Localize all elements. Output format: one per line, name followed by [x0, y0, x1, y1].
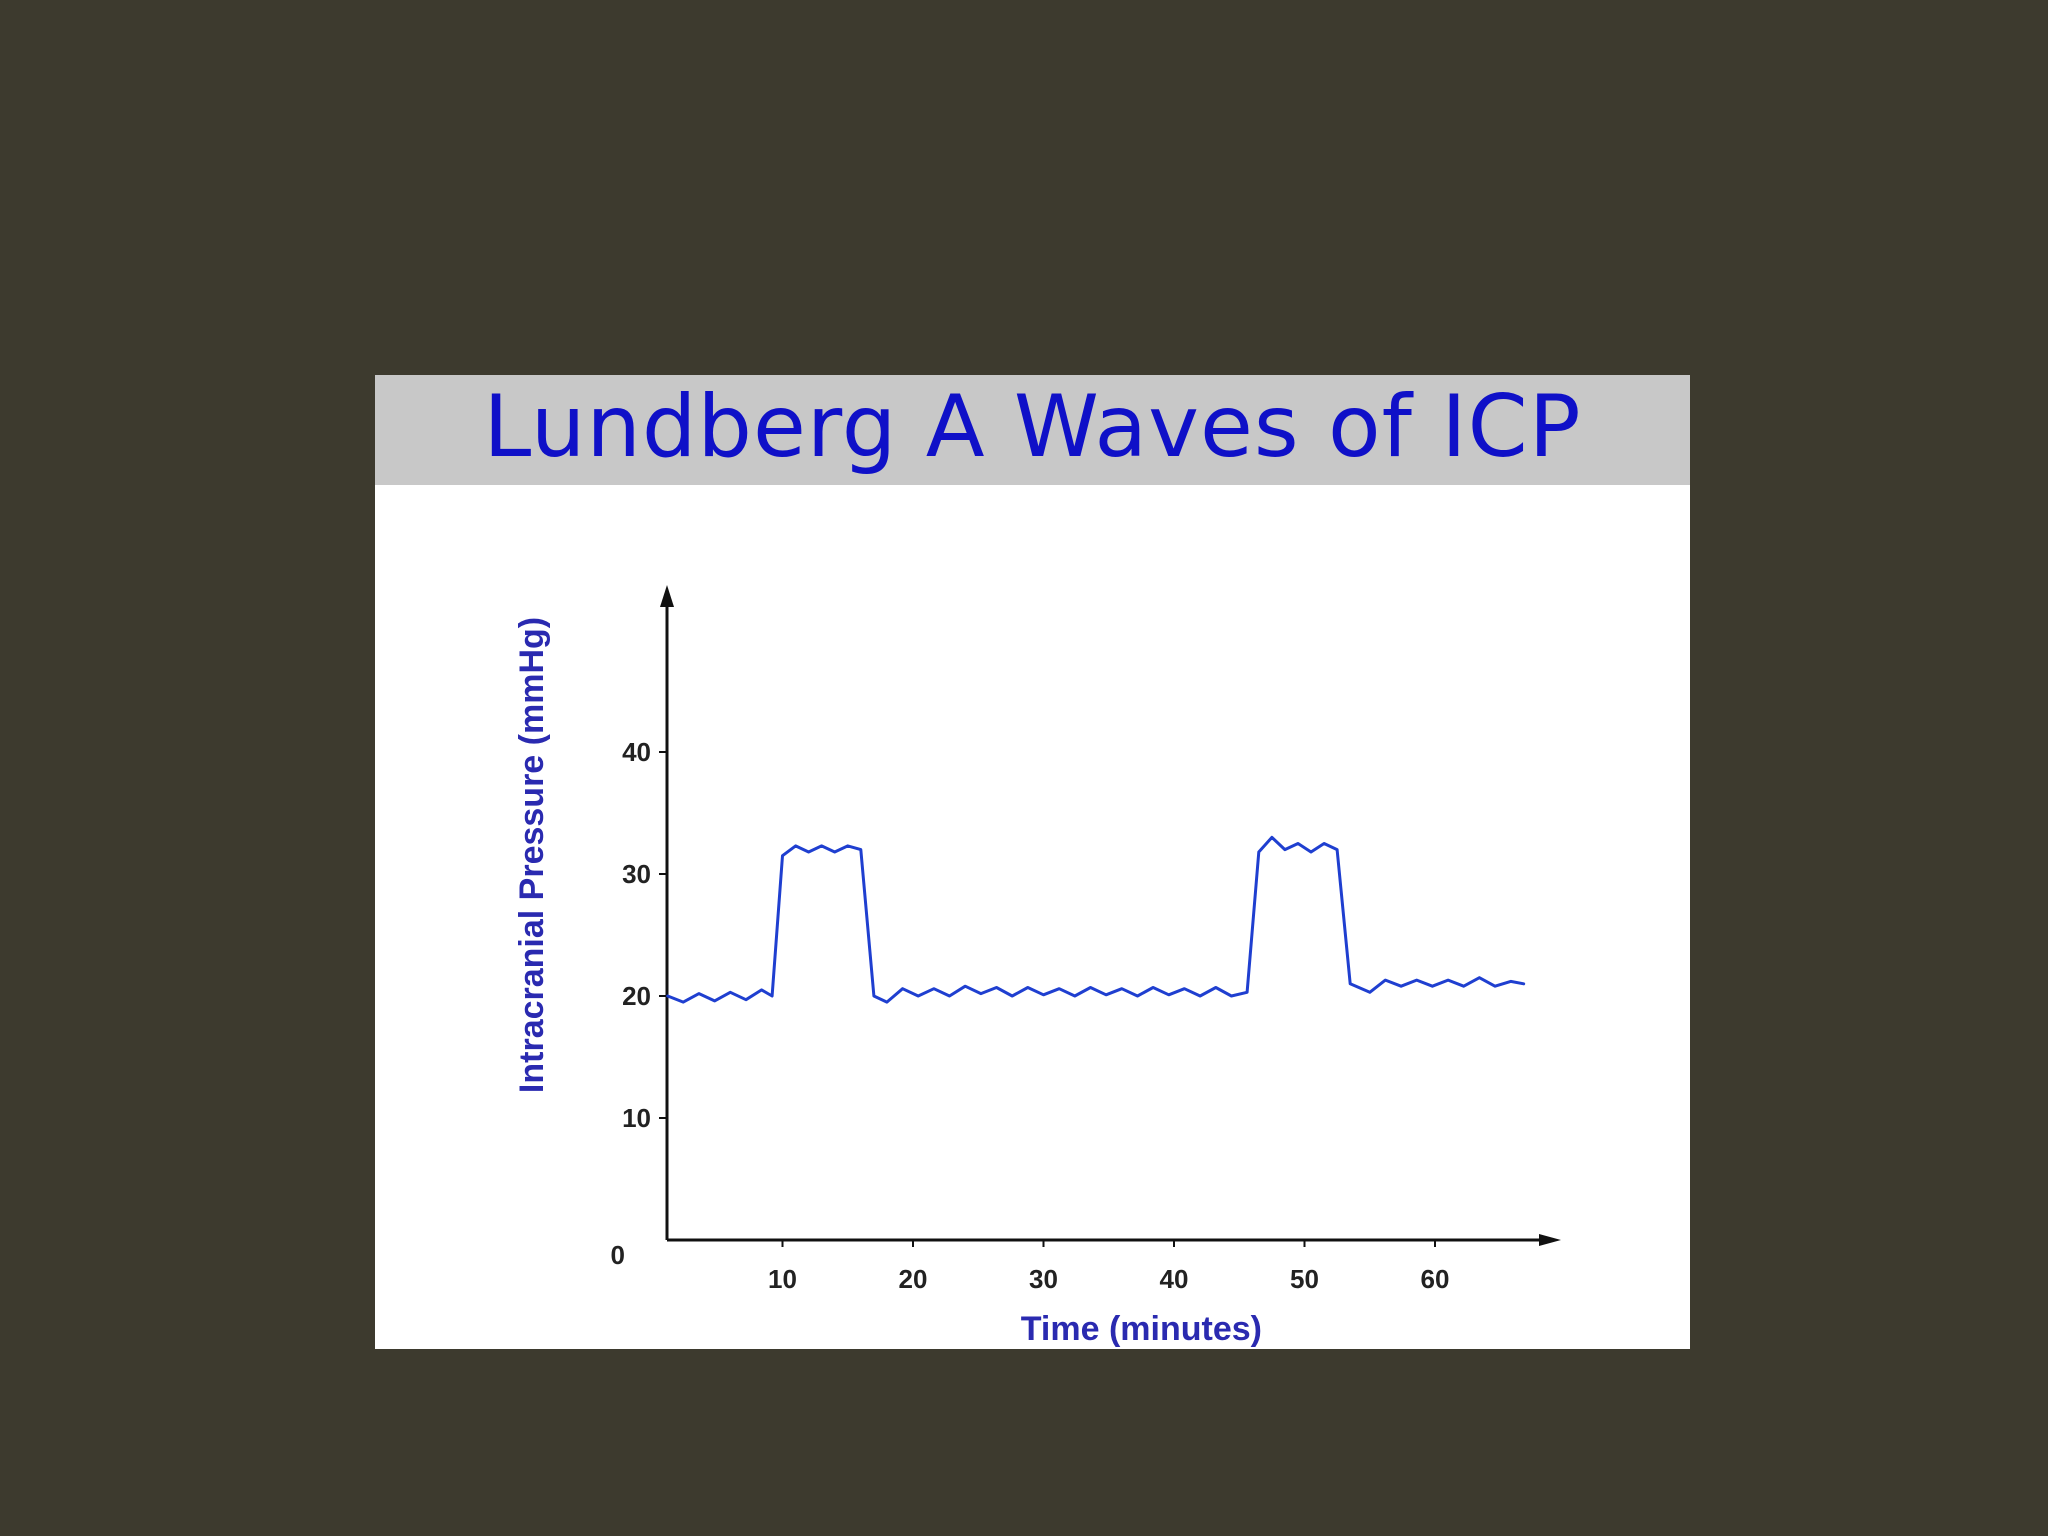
- y-tick-label: 0: [611, 1240, 625, 1270]
- x-tick-label: 40: [1160, 1264, 1189, 1294]
- y-tick-label: 30: [622, 859, 651, 889]
- chart-title: Lundberg A Waves of ICP: [483, 377, 1582, 477]
- x-axis-arrow: [1539, 1234, 1561, 1246]
- x-axis-label: Time (minutes): [1021, 1310, 1262, 1348]
- y-tick-label: 40: [622, 737, 651, 767]
- x-tick-label: 30: [1029, 1264, 1058, 1294]
- y-tick-label: 20: [622, 981, 651, 1011]
- x-tick-label: 10: [768, 1264, 797, 1294]
- x-tick-label: 20: [899, 1264, 928, 1294]
- slide: Lundberg A Waves of ICP 0 10 20 30 40 10 20 30 4…: [375, 375, 1690, 1349]
- y-tick-label: 10: [622, 1103, 651, 1133]
- series-layer: [666, 835, 1526, 1004]
- chart: 0 10 20 30 40 10 20 30 40 50 60 Time (minutes) Int…: [513, 585, 1561, 1348]
- x-tick-label: 50: [1290, 1264, 1319, 1294]
- series-line: [666, 835, 1526, 1004]
- x-tick-label: 60: [1421, 1264, 1450, 1294]
- ticks: 0 10 20 30 40 10 20 30 40 50 60: [611, 737, 1450, 1294]
- y-axis-label: Intracranial Pressure (mmHg): [513, 617, 551, 1093]
- axes: [660, 585, 1561, 1246]
- y-axis-arrow: [660, 585, 674, 607]
- title-bar: Lundberg A Waves of ICP: [375, 375, 1690, 485]
